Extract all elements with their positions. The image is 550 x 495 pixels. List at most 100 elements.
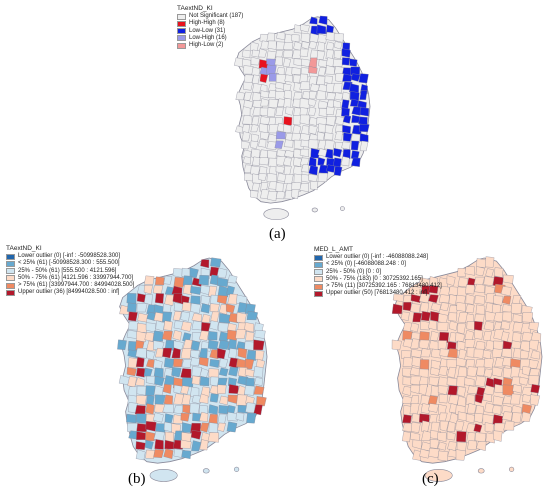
district-region — [210, 257, 222, 268]
district-region — [474, 329, 484, 340]
district-region — [420, 320, 431, 331]
district-region — [162, 384, 172, 394]
district-region — [251, 116, 260, 126]
district-region — [437, 432, 447, 442]
district-region — [241, 49, 251, 59]
legend-label: Lower outlier (0) [-inf : -46088088.248] — [326, 254, 429, 261]
district-region — [299, 148, 309, 158]
district-region — [200, 303, 210, 314]
panel-b: TAextND_KI Lower outlier (0) [-inf : -50… — [0, 245, 280, 495]
legend-item: < 25% (0) [-46088088.248 : 0] — [314, 261, 442, 268]
district-region — [126, 367, 137, 377]
district-region — [391, 339, 402, 351]
district-region — [241, 140, 251, 150]
district-region — [299, 98, 310, 109]
district-region — [135, 449, 146, 461]
district-region — [293, 82, 303, 93]
district-region — [172, 311, 182, 321]
district-region — [155, 276, 165, 286]
legend-a: TAextND_KI Not Significant (187) High-Hig… — [177, 5, 243, 49]
district-region — [464, 377, 475, 387]
district-region — [152, 285, 164, 295]
legend-swatch — [6, 268, 15, 275]
district-region — [292, 115, 302, 126]
district-region — [439, 302, 450, 312]
district-region — [255, 350, 265, 361]
district-region — [245, 331, 255, 341]
district-region — [318, 123, 327, 133]
district-region — [180, 348, 192, 359]
district-region — [237, 347, 247, 359]
district-region — [260, 90, 270, 99]
district-region — [485, 432, 495, 444]
district-region — [135, 413, 147, 424]
district-region — [128, 311, 138, 322]
district-region — [154, 403, 166, 413]
district-region — [153, 367, 164, 378]
district-region — [530, 331, 542, 343]
district-region — [137, 312, 148, 323]
legend-label: Lower outlier (0) [-inf : -50998528.300] — [18, 253, 121, 260]
island — [424, 469, 453, 482]
district-region — [333, 147, 343, 158]
district-region — [163, 320, 173, 331]
district-region — [520, 350, 530, 359]
legend-swatch — [314, 283, 323, 290]
legend-swatch — [6, 275, 15, 282]
district-region — [293, 74, 302, 84]
district-region — [456, 386, 467, 397]
district-region — [447, 366, 457, 379]
district-region — [181, 450, 192, 460]
district-region — [482, 393, 492, 403]
district-region — [190, 430, 202, 440]
district-region — [173, 358, 184, 368]
district-region — [457, 323, 467, 335]
district-region — [207, 339, 219, 350]
district-region — [275, 73, 287, 84]
legend-c: MED_L_AMT Lower outlier (0) [-inf : -460… — [314, 246, 442, 297]
district-region — [308, 98, 317, 107]
island — [311, 207, 318, 213]
district-region — [171, 367, 182, 378]
district-region — [473, 423, 483, 433]
legend-label: > 75% (61) [33997944.700 : 84994028.500] — [18, 282, 135, 289]
district-region — [359, 133, 369, 143]
district-region — [258, 173, 267, 181]
map-a — [233, 15, 371, 220]
district-region — [446, 421, 456, 433]
district-region — [483, 358, 494, 369]
district-region — [208, 368, 219, 379]
district-region — [191, 440, 202, 452]
district-region — [190, 286, 202, 295]
district-region — [325, 31, 336, 42]
district-region — [243, 91, 252, 101]
district-region — [268, 98, 279, 109]
district-region — [235, 329, 247, 339]
district-region — [359, 106, 369, 117]
district-region — [243, 99, 253, 110]
district-region — [135, 377, 145, 386]
legend-item: High-Low (2) — [177, 42, 243, 49]
district-region — [340, 156, 350, 167]
district-region — [275, 131, 286, 140]
district-region — [145, 403, 155, 415]
district-region — [267, 40, 277, 50]
district-region — [161, 330, 173, 341]
district-region — [145, 449, 156, 459]
district-region — [180, 385, 190, 395]
district-region — [438, 393, 448, 404]
district-region — [201, 313, 211, 323]
district-region — [465, 413, 475, 424]
district-region — [308, 40, 318, 50]
district-region — [308, 65, 318, 74]
district-region — [244, 341, 255, 351]
district-region — [511, 412, 522, 424]
district-region — [198, 393, 209, 404]
district-region — [293, 58, 304, 67]
district-region — [457, 395, 466, 407]
district-region — [334, 41, 343, 50]
legend-swatch — [177, 21, 186, 27]
district-region — [410, 293, 422, 303]
district-region — [430, 385, 441, 397]
district-region — [464, 339, 476, 349]
